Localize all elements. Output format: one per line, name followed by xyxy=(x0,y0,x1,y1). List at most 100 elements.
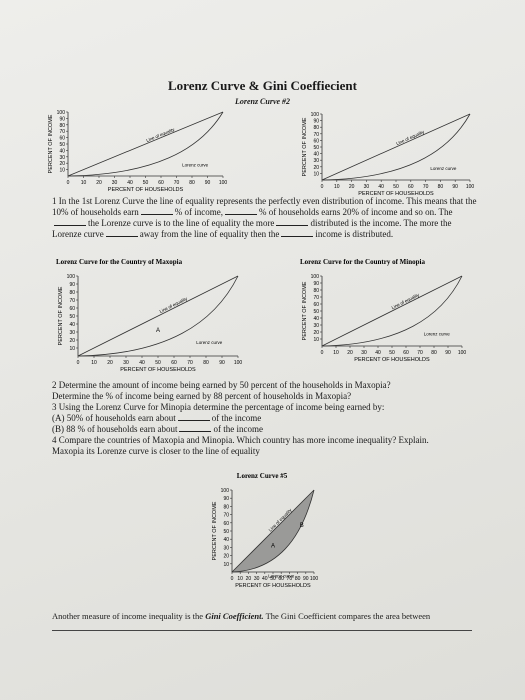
curve-label: Lorenz curve xyxy=(182,162,209,167)
y-tick-label: 60 xyxy=(313,302,319,308)
y-tick-label: 40 xyxy=(223,537,229,543)
blank xyxy=(224,207,257,215)
y-axis-label: PERCENT OF INCOME xyxy=(48,114,54,173)
x-tick-label: 30 xyxy=(364,184,370,190)
question: 3 Using the Lorenz Curve for Minopia det… xyxy=(52,402,482,413)
x-axis-label: PERCENT OF HOUSEHOLDS xyxy=(358,191,434,197)
y-tick-label: 100 xyxy=(67,274,76,280)
point-label: A xyxy=(156,328,160,334)
paragraph: 1 In the 1st Lorenz Curve the line of eq… xyxy=(52,196,477,240)
questions: 2 Determine the amount of income being e… xyxy=(52,380,482,457)
x-tick-label: 40 xyxy=(127,180,133,186)
y-tick-label: 100 xyxy=(311,274,320,280)
x-tick-label: 90 xyxy=(205,180,211,186)
blank xyxy=(281,229,314,237)
x-tick-label: 0 xyxy=(77,360,80,366)
y-tick-label: 20 xyxy=(223,554,229,560)
y-tick-label: 60 xyxy=(69,306,75,312)
x-tick-label: 70 xyxy=(417,350,423,356)
y-tick-label: 70 xyxy=(313,295,319,301)
y-tick-label: 50 xyxy=(313,145,319,151)
y-tick-label: 30 xyxy=(313,158,319,164)
curve-label: Lorenz curve xyxy=(430,166,457,171)
y-tick-label: 80 xyxy=(313,125,319,131)
y-axis-label: PERCENT OF INCOME xyxy=(58,286,64,345)
y-tick-label: 70 xyxy=(69,298,75,304)
y-tick-label: 30 xyxy=(223,545,229,551)
x-tick-label: 0 xyxy=(231,576,234,582)
x-tick-label: 10 xyxy=(333,350,339,356)
point-label: A xyxy=(271,543,275,549)
text: (A) 50% of households earn about xyxy=(52,413,176,423)
text: Determine the % of income being earned b… xyxy=(52,391,352,401)
text: the Lorenze curve is to the line of equa… xyxy=(88,218,275,228)
x-tick-label: 10 xyxy=(237,576,243,582)
x-tick-label: 70 xyxy=(423,184,429,190)
blank xyxy=(179,424,212,432)
question: Maxopia its Lorenze curve is closer to t… xyxy=(52,446,482,457)
x-axis-label: PERCENT OF HOUSEHOLDS xyxy=(235,583,311,589)
x-tick-label: 100 xyxy=(219,180,228,186)
x-tick-label: 90 xyxy=(445,350,451,356)
x-tick-label: 70 xyxy=(287,576,293,582)
equality-line xyxy=(77,275,239,357)
x-tick-label: 30 xyxy=(123,360,129,366)
curve-label: Lorenz curve xyxy=(424,332,451,337)
x-tick-label: 60 xyxy=(171,360,177,366)
y-tick-label: 100 xyxy=(311,112,320,118)
y-tick-label: 90 xyxy=(313,119,319,125)
question: 2 Determine the amount of income being e… xyxy=(52,380,482,391)
y-tick-label: 80 xyxy=(69,290,75,296)
y-tick-label: 80 xyxy=(59,123,65,129)
lorenz-curve xyxy=(321,113,471,181)
title: Lorenz Curve & Gini Coeffiecient xyxy=(168,78,357,93)
text: 1 In the 1st Lorenz Curve the line of eq… xyxy=(52,196,477,217)
x-tick-label: 100 xyxy=(234,360,243,366)
x-axis-label: PERCENT OF HOUSEHOLDS xyxy=(108,187,184,193)
x-tick-label: 0 xyxy=(321,350,324,356)
x-tick-label: 20 xyxy=(347,350,353,356)
curve-label: Lorenz curve xyxy=(268,574,295,579)
y-tick-label: 50 xyxy=(69,314,75,320)
y-tick-label: 60 xyxy=(223,521,229,527)
equality-line xyxy=(67,111,224,177)
blank xyxy=(177,413,210,421)
y-tick-label: 50 xyxy=(313,309,319,315)
lorenz-curve xyxy=(67,111,224,177)
y-tick-label: 10 xyxy=(69,346,75,352)
blank xyxy=(54,218,86,226)
y-tick-label: 30 xyxy=(313,323,319,329)
equality-line xyxy=(321,275,463,347)
y-tick-label: 70 xyxy=(223,513,229,519)
text: income is distributed. xyxy=(315,229,394,239)
equality-line xyxy=(231,489,315,573)
y-tick-label: 90 xyxy=(59,116,65,122)
x-tick-label: 10 xyxy=(334,184,340,190)
equality-label: Line of equality xyxy=(395,129,425,146)
text: % of households earns 20% of income and … xyxy=(258,207,453,217)
x-tick-label: 60 xyxy=(158,180,164,186)
y-tick-label: 70 xyxy=(313,132,319,138)
x-tick-label: 80 xyxy=(295,576,301,582)
y-tick-label: 70 xyxy=(59,129,65,135)
x-tick-label: 90 xyxy=(219,360,225,366)
x-tick-label: 50 xyxy=(155,360,161,366)
question: 4 Compare the countries of Maxopia and M… xyxy=(52,435,482,446)
question: (B) 88 % of households earn about of the … xyxy=(52,424,482,435)
point-label: B xyxy=(300,523,304,529)
x-tick-label: 60 xyxy=(278,576,284,582)
x-tick-label: 60 xyxy=(408,184,414,190)
x-tick-label: 0 xyxy=(67,180,70,186)
y-tick-label: 60 xyxy=(59,136,65,142)
y-tick-label: 40 xyxy=(59,148,65,154)
y-tick-label: 100 xyxy=(57,110,66,116)
y-tick-label: 10 xyxy=(223,562,229,568)
rule xyxy=(52,630,472,631)
x-tick-label: 80 xyxy=(189,180,195,186)
x-tick-label: 40 xyxy=(139,360,145,366)
x-axis-label: PERCENT OF HOUSEHOLDS xyxy=(354,357,430,363)
x-tick-label: 10 xyxy=(91,360,97,366)
text: of the income xyxy=(213,424,263,434)
blank xyxy=(105,229,138,237)
y-tick-label: 80 xyxy=(313,288,319,294)
